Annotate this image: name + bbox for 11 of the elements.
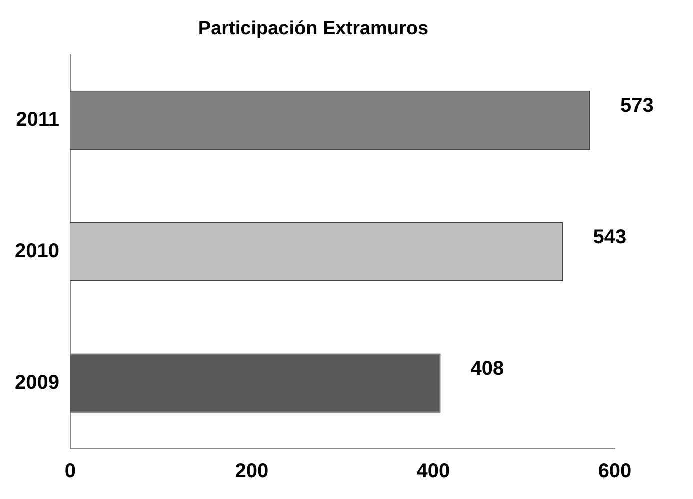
x-tick-label: 400 (416, 460, 450, 483)
y-tick-label: 2009 (14, 372, 60, 394)
chart-title: Participación Extramuros (198, 18, 429, 40)
x-tick-label: 0 (64, 460, 76, 483)
data-label: 573 (620, 95, 654, 118)
data-label: 408 (470, 358, 504, 380)
y-tick-label: 2010 (14, 240, 60, 262)
x-tick-label: 200 (235, 460, 269, 483)
x-tick-label: 600 (598, 460, 632, 483)
data-label: 543 (593, 226, 627, 248)
y-tick-label: 2011 (16, 109, 60, 132)
